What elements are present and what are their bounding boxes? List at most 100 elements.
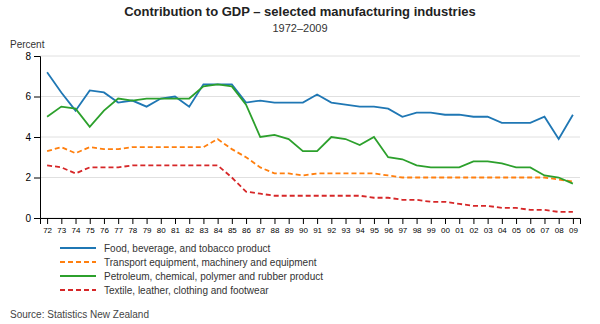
tick-label: 92 — [327, 226, 336, 235]
tick-label: 04 — [498, 226, 507, 235]
tick-label: 81 — [171, 226, 180, 235]
tick: 01 — [455, 218, 464, 235]
tick-mark — [189, 218, 190, 224]
tick-mark — [274, 218, 275, 224]
tick-mark — [34, 178, 40, 179]
tick: 95 — [370, 218, 379, 235]
tick-mark — [90, 218, 91, 224]
tick-mark — [175, 218, 176, 224]
legend-label: Petroleum, chemical, polymer and rubber … — [104, 271, 323, 282]
tick-mark — [431, 218, 432, 224]
tick: 85 — [228, 218, 237, 235]
tick-label: 08 — [555, 226, 564, 235]
tick: 00 — [441, 218, 450, 235]
tick: 78 — [128, 218, 137, 235]
tick: 07 — [541, 218, 550, 235]
tick: 75 — [86, 218, 95, 235]
tick-mark — [203, 218, 204, 224]
y-axis-title: Percent — [10, 39, 45, 50]
legend-item: Transport equipment, machinery and equip… — [60, 257, 317, 268]
tick-mark — [374, 218, 375, 224]
tick: 96 — [384, 218, 393, 235]
tick: 72 — [43, 218, 52, 235]
tick-label: 4 — [25, 132, 31, 143]
tick-label: 93 — [342, 226, 351, 235]
grid — [40, 56, 580, 218]
tick: 05 — [512, 218, 521, 235]
tick-label: 73 — [57, 226, 66, 235]
tick-mark — [488, 218, 489, 224]
tick-mark — [502, 218, 503, 224]
tick: 88 — [271, 218, 280, 235]
tick-label: 74 — [72, 226, 81, 235]
tick-label: 96 — [384, 226, 393, 235]
source: Source: Statistics New Zealand — [10, 309, 149, 320]
tick: 86 — [242, 218, 251, 235]
tick: 6 — [25, 91, 40, 102]
legend-item: Petroleum, chemical, polymer and rubber … — [60, 271, 323, 282]
tick-label: 85 — [228, 226, 237, 235]
tick-mark — [317, 218, 318, 224]
tick: 82 — [185, 218, 194, 235]
tick-mark — [473, 218, 474, 224]
tick-mark — [417, 218, 418, 224]
tick-label: 90 — [299, 226, 308, 235]
tick: 97 — [398, 218, 407, 235]
tick: 89 — [285, 218, 294, 235]
tick-label: 87 — [256, 226, 265, 235]
y-axis: 02468 — [25, 51, 40, 224]
tick-mark — [161, 218, 162, 224]
tick-label: 76 — [100, 226, 109, 235]
tick: 03 — [484, 218, 493, 235]
tick: 09 — [569, 218, 578, 235]
tick-label: 89 — [285, 226, 294, 235]
tick-mark — [232, 218, 233, 224]
tick: 98 — [413, 218, 422, 235]
tick-label: 2 — [25, 172, 31, 183]
tick-label: 86 — [242, 226, 251, 235]
legend-swatch — [60, 275, 96, 277]
tick: 81 — [171, 218, 180, 235]
tick: 90 — [299, 218, 308, 235]
tick-label: 79 — [143, 226, 152, 235]
tick-label: 05 — [512, 226, 521, 235]
lines — [47, 72, 573, 212]
series-line — [47, 139, 573, 182]
subtitle: 1972–2009 — [272, 22, 327, 34]
tick-mark — [47, 218, 48, 224]
legend-item: Food, beverage, and tobacco product — [60, 243, 270, 254]
tick-mark — [260, 218, 261, 224]
tick-mark — [303, 218, 304, 224]
series-line — [47, 165, 573, 212]
tick: 74 — [72, 218, 81, 235]
tick: 84 — [214, 218, 223, 235]
tick: 04 — [498, 218, 507, 235]
tick: 4 — [25, 132, 40, 143]
series-line — [47, 84, 573, 183]
chart: Contribution to GDP – selected manufactu… — [0, 0, 600, 324]
series-line — [47, 72, 573, 139]
legend-item: Textile, leather, clothing and footwear — [60, 285, 269, 296]
tick-mark — [34, 137, 40, 138]
tick-label: 01 — [455, 226, 464, 235]
x-axis: 7273747576777879808182838485868788899091… — [41, 218, 581, 235]
tick-label: 97 — [398, 226, 407, 235]
grid-line — [40, 96, 580, 97]
tick-label: 0 — [25, 213, 31, 224]
grid-line — [40, 137, 580, 138]
tick-mark — [104, 218, 105, 224]
tick-label: 80 — [157, 226, 166, 235]
tick-mark — [34, 97, 40, 98]
legend-label: Food, beverage, and tobacco product — [104, 243, 270, 254]
tick-label: 98 — [413, 226, 422, 235]
tick-label: 06 — [526, 226, 535, 235]
tick: 02 — [469, 218, 478, 235]
legend-label: Textile, leather, clothing and footwear — [104, 285, 269, 296]
tick: 80 — [157, 218, 166, 235]
tick-label: 07 — [541, 226, 550, 235]
tick-mark — [544, 218, 545, 224]
tick-label: 09 — [569, 226, 578, 235]
tick-label: 83 — [199, 226, 208, 235]
tick-label: 91 — [313, 226, 322, 235]
tick: 83 — [199, 218, 208, 235]
